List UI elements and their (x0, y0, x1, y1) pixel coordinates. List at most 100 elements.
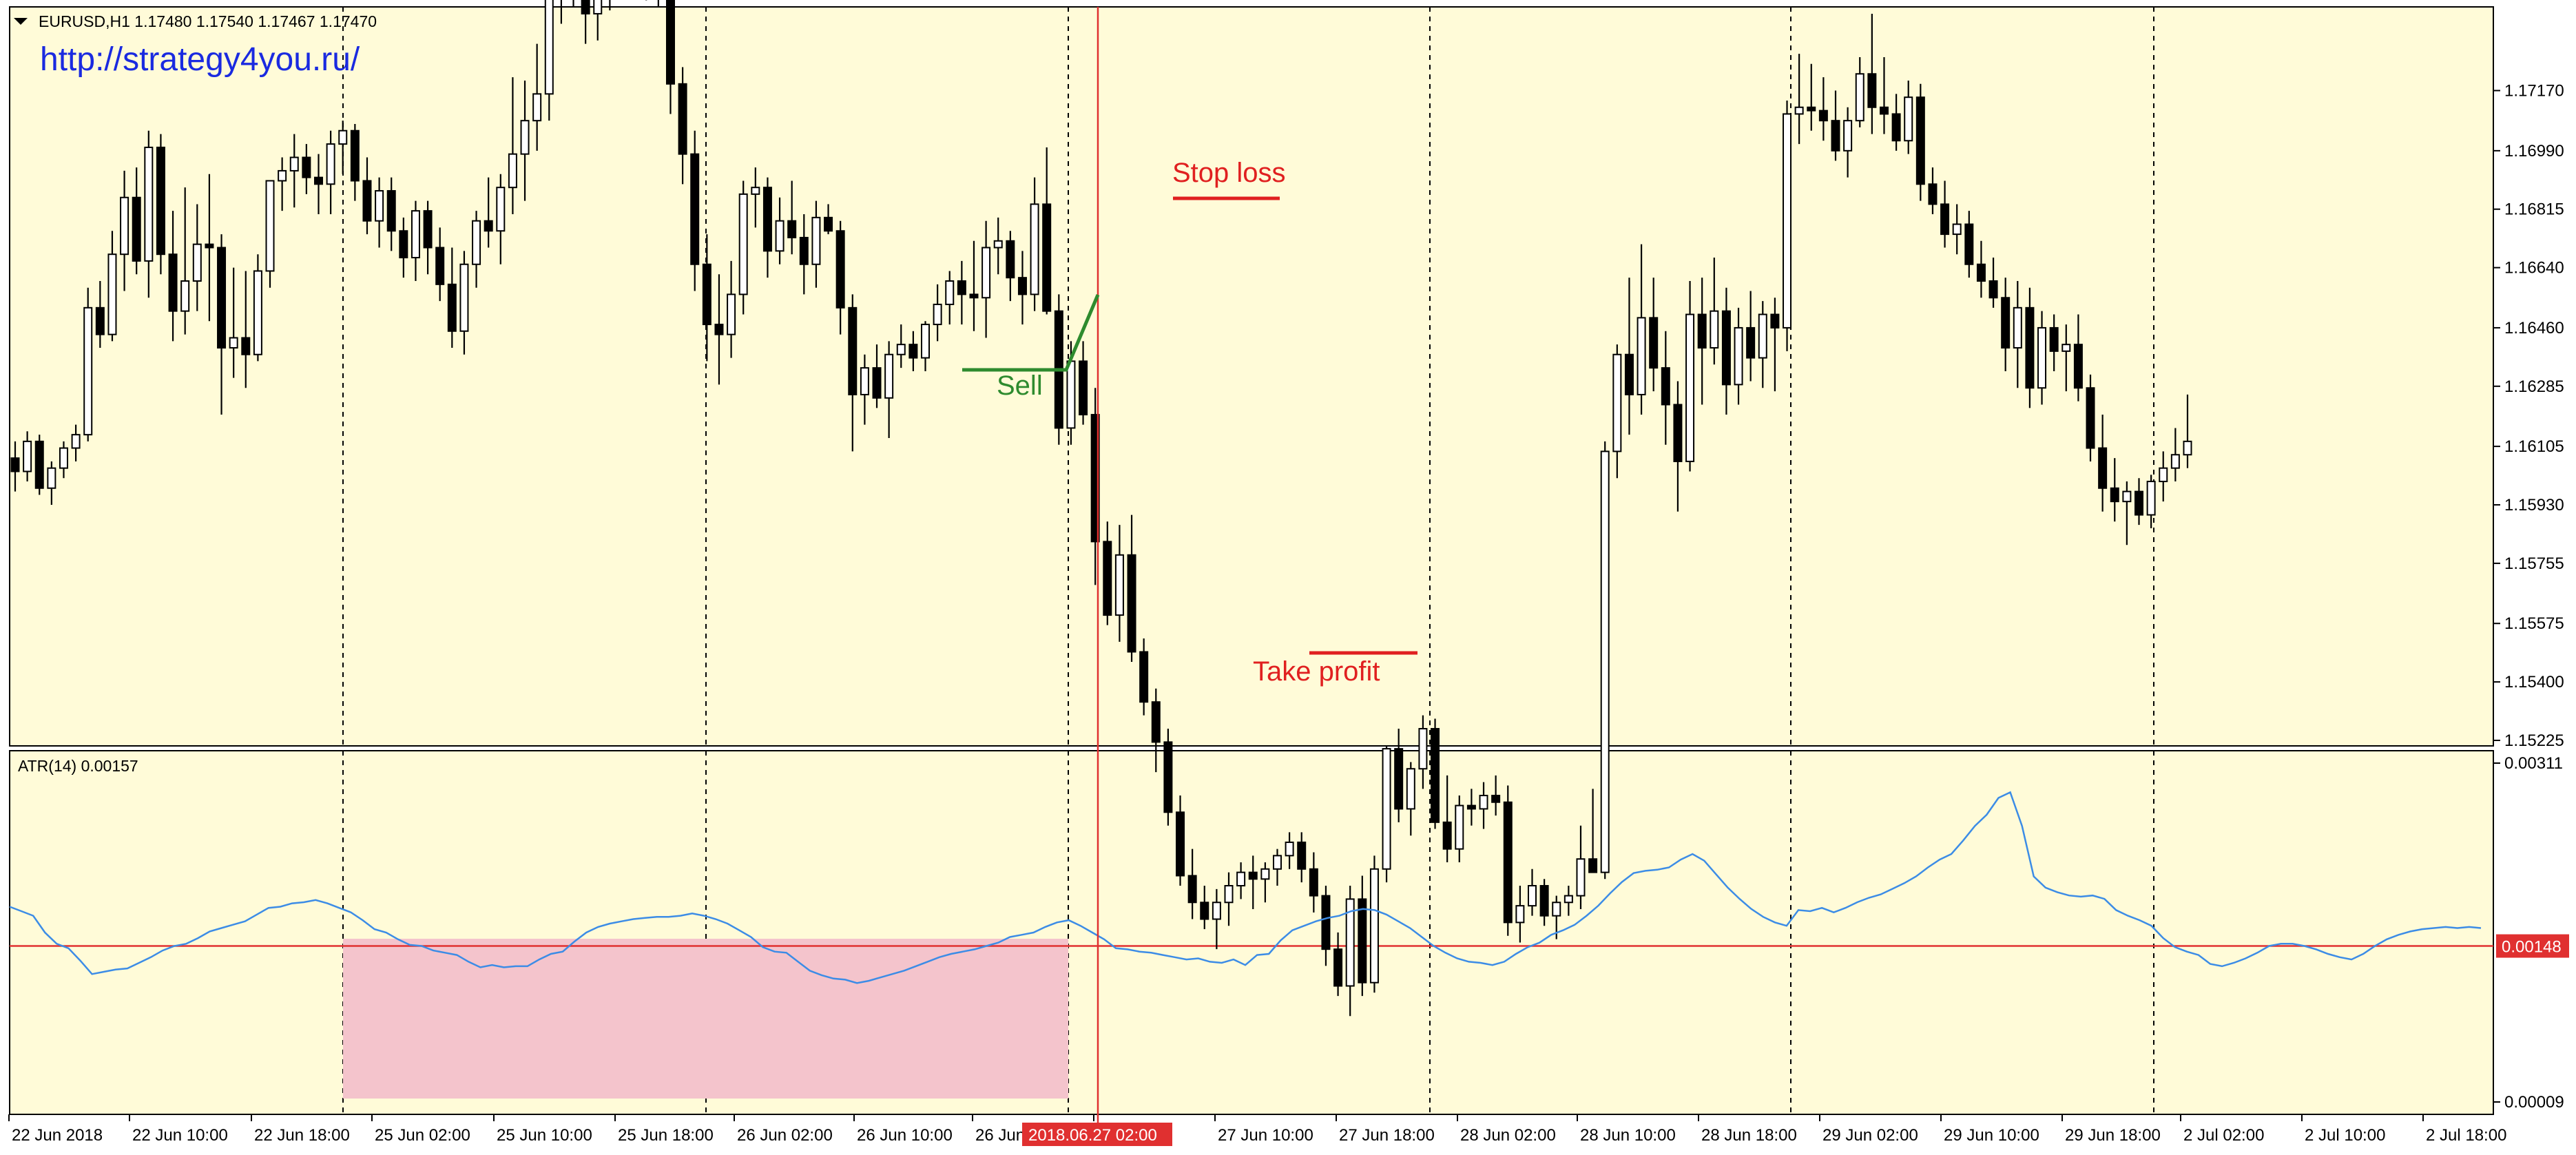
candle-body-bull (811, 216, 821, 265)
candle (799, 214, 809, 295)
price-axis: 1.17170 1.16990 1.16815 1.16640 1.16460 1.162… (2493, 82, 2564, 750)
y-tick-label: 1.16990 (2504, 142, 2564, 160)
candle (1661, 331, 1670, 445)
candle (265, 180, 275, 288)
candle-body-bear (1079, 360, 1088, 416)
candle-body-bull (1564, 895, 1573, 904)
candle-body-bear (1163, 741, 1173, 813)
candle-body-bull (1272, 855, 1282, 870)
candle-body-bear (1297, 841, 1307, 870)
candle-body-bear (2086, 387, 2095, 449)
candle-body-bull (896, 344, 906, 355)
candle (1891, 94, 1901, 151)
candle-body-bear (1491, 795, 1501, 803)
candle-body-bear (1139, 651, 1149, 703)
candle-body-bear (1891, 113, 1901, 142)
candle (10, 441, 20, 492)
watermark-url[interactable]: http://strategy4you.ru/ (40, 41, 360, 78)
time-axis: 22 Jun 2018 22 Jun 10:00 22 Jun 18:00 25 Ju… (8, 1114, 2506, 1145)
candle (1564, 886, 1573, 916)
candle (1151, 688, 1161, 773)
candle-body-bear (872, 367, 882, 399)
candle (1079, 341, 1088, 425)
candle (1758, 301, 1767, 388)
price-panel[interactable] (9, 6, 2494, 747)
candle-body-bear (350, 129, 360, 182)
candle-body-bull (265, 180, 275, 272)
candle (314, 154, 323, 214)
candle (2098, 415, 2108, 512)
candle (1539, 879, 1549, 926)
candle (1685, 281, 1695, 472)
candle-body-bull (1066, 360, 1076, 429)
x-tick-label: 26 Jun 10:00 (857, 1126, 953, 1145)
candle-body-bear (205, 243, 214, 249)
candle (872, 344, 882, 408)
candle (1491, 775, 1501, 816)
candle (289, 134, 299, 208)
candle-body-bull (1285, 841, 1294, 857)
candle (253, 254, 262, 362)
candle-body-bull (107, 253, 117, 335)
candle (738, 180, 748, 315)
candle (811, 200, 821, 288)
candle-body-bear (1661, 367, 1670, 406)
candle-body-bear (302, 156, 311, 178)
candle-body-bull (520, 120, 530, 155)
y-tick-label: 1.17170 (2504, 82, 2564, 101)
candle-body-bull (278, 169, 287, 182)
candle (1431, 718, 1440, 829)
sell-label: Sell (997, 371, 1043, 401)
candle (338, 121, 348, 174)
sell-entry-line[interactable] (962, 294, 1100, 372)
candle (1928, 167, 1938, 214)
candle-body-bear (824, 216, 833, 232)
candle-body-bull (1612, 353, 1622, 452)
candle-body-bull (59, 447, 68, 469)
atr-tick-label: 0.00009 (2504, 1093, 2564, 1112)
candle-body-bull (593, 0, 603, 14)
candle (350, 124, 360, 201)
candle-body-bull (326, 143, 335, 185)
candle-body-bear (714, 324, 724, 335)
candle-body-bull (738, 193, 748, 295)
candle (1358, 875, 1367, 997)
candle (1187, 849, 1197, 919)
candle (59, 441, 68, 479)
candle-body-bear (848, 306, 858, 395)
candle-body-bear (1006, 240, 1015, 279)
candle (1503, 785, 1513, 936)
indicator-label: ATR(14) 0.00157 (18, 757, 138, 775)
candle (2170, 428, 2180, 482)
candle (727, 260, 736, 358)
y-tick-label: 1.15755 (2504, 554, 2564, 573)
cursor-time-box (1022, 1123, 1172, 1146)
candle (1017, 251, 1027, 325)
candle (2183, 394, 2192, 468)
candle-body-bear (2049, 326, 2059, 352)
candle-body-bull (1685, 313, 1695, 462)
candle-body-bull (253, 270, 262, 355)
candle-body-bull (338, 129, 348, 145)
candle (1345, 886, 1355, 1017)
candle (1952, 204, 1962, 255)
candle (896, 324, 906, 368)
candle-body-bear (2073, 344, 2083, 389)
candle-body-bull (375, 190, 384, 222)
candle (34, 435, 44, 495)
candle (1006, 231, 1015, 302)
candle (1612, 344, 1622, 479)
candle-body-bear (10, 457, 20, 472)
candle-body-bull (1552, 902, 1561, 917)
candle-body-bull (1369, 868, 1379, 984)
candle (702, 234, 711, 362)
candle (665, 0, 675, 114)
candle (775, 197, 785, 264)
candle-body-bear (2025, 306, 2035, 389)
candle-body-bear (435, 247, 445, 285)
candle-body-bull (2122, 490, 2132, 503)
candle-body-bull (1260, 868, 1270, 880)
dropdown-icon[interactable] (14, 18, 28, 25)
y-tick-label: 1.15575 (2504, 614, 2564, 633)
